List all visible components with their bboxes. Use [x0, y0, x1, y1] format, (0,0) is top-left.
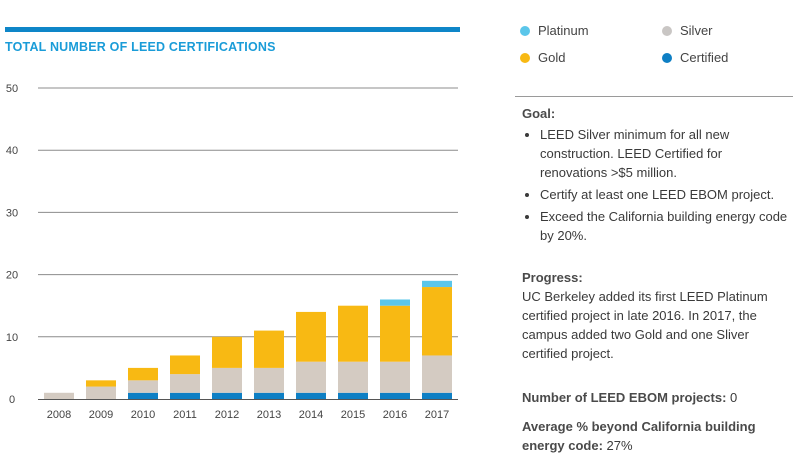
bar-silver-2011 [170, 374, 200, 393]
legend-item-silver: Silver [662, 23, 713, 38]
legend-label-certified: Certified [680, 50, 729, 65]
bar-gold-2016 [380, 305, 410, 362]
bar-gold-2010 [128, 367, 158, 381]
bar-silver-2008 [44, 392, 74, 399]
bar-certified-2016 [380, 392, 410, 399]
energy-stat: Average % beyond California building ene… [522, 417, 790, 455]
bar-gold-2013 [254, 330, 284, 368]
bar-silver-2015 [338, 361, 368, 393]
x-tick-label: 2017 [425, 409, 449, 421]
bar-silver-2017 [422, 355, 452, 393]
legend-label-gold: Gold [538, 50, 566, 65]
bar-gold-2014 [296, 311, 326, 362]
x-tick-label: 2010 [131, 409, 155, 421]
y-tick-label: 50 [6, 83, 18, 95]
bar-certified-2013 [254, 392, 284, 399]
x-tick-label: 2008 [47, 409, 71, 421]
bar-silver-2009 [86, 386, 116, 399]
bar-silver-2014 [296, 361, 326, 393]
ebom-value: 0 [726, 390, 738, 405]
goal-item: LEED Silver minimum for all new construc… [540, 125, 790, 182]
x-tick-label: 2014 [299, 409, 323, 421]
ebom-label: Number of LEED EBOM projects: [522, 390, 727, 405]
bar-certified-2010 [128, 392, 158, 399]
legend-swatch-silver [662, 25, 672, 36]
chart-title: TOTAL NUMBER OF LEED CERTIFICATIONS [5, 40, 276, 54]
progress-text: UC Berkeley added its first LEED Platinu… [522, 289, 768, 361]
y-tick-label: 0 [9, 394, 15, 406]
legend-label-silver: Silver [680, 23, 713, 38]
bar-gold-2011 [170, 355, 200, 375]
y-tick-label: 10 [6, 332, 18, 344]
bar-certified-2011 [170, 392, 200, 399]
y-tick-label: 40 [6, 145, 18, 157]
legend-swatch-certified [662, 52, 672, 63]
bar-silver-2016 [380, 361, 410, 393]
bar-silver-2012 [212, 367, 242, 393]
stacked-bar-chart: 0 10 20 30 40 50 2008 2009 2010 2011 2012 2013 2014 2… [6, 83, 458, 421]
goal-item: Exceed the California building energy co… [540, 207, 790, 245]
x-tick-label: 2011 [173, 409, 197, 421]
goal-item: Certify at least one LEED EBOM project. [540, 185, 790, 204]
goal-section: Goal: LEED Silver minimum for all new co… [522, 104, 790, 248]
x-tick-label: 2013 [257, 409, 281, 421]
legend-swatch-gold [520, 52, 530, 63]
bar-gold-2015 [338, 305, 368, 362]
progress-section: Progress: UC Berkeley added its first LE… [522, 268, 790, 363]
goal-heading: Goal: [522, 106, 556, 121]
bar-silver-2013 [254, 367, 284, 393]
bar-gold-2012 [212, 336, 242, 368]
goal-list: LEED Silver minimum for all new construc… [522, 125, 790, 245]
legend-label-platinum: Platinum [538, 23, 589, 38]
x-tick-label: 2012 [215, 409, 239, 421]
bar-certified-2014 [296, 392, 326, 399]
energy-value: 27% [602, 438, 633, 453]
bar-platinum-2017 [422, 280, 452, 288]
bar-gold-2009 [86, 380, 116, 387]
legend-item-certified: Certified [662, 50, 728, 65]
x-tick-label: 2009 [89, 409, 113, 421]
title-rule [5, 27, 460, 32]
legend-item-gold: Gold [520, 50, 565, 65]
bar-certified-2012 [212, 392, 242, 399]
y-tick-label: 30 [6, 207, 18, 219]
y-tick-label: 20 [6, 270, 18, 282]
legend-item-platinum: Platinum [520, 23, 589, 38]
bar-gold-2017 [422, 287, 452, 356]
bar-certified-2015 [338, 392, 368, 399]
progress-heading: Progress: [522, 270, 583, 285]
ebom-stat: Number of LEED EBOM projects: 0 [522, 388, 790, 407]
x-tick-label: 2016 [383, 409, 407, 421]
bar-platinum-2016 [380, 299, 410, 306]
energy-label: Average % beyond California building ene… [522, 419, 756, 453]
x-tick-label: 2015 [341, 409, 365, 421]
bar-silver-2010 [128, 380, 158, 393]
goal-divider [515, 96, 793, 97]
bar-certified-2017 [422, 392, 452, 399]
legend-swatch-platinum [520, 25, 530, 36]
